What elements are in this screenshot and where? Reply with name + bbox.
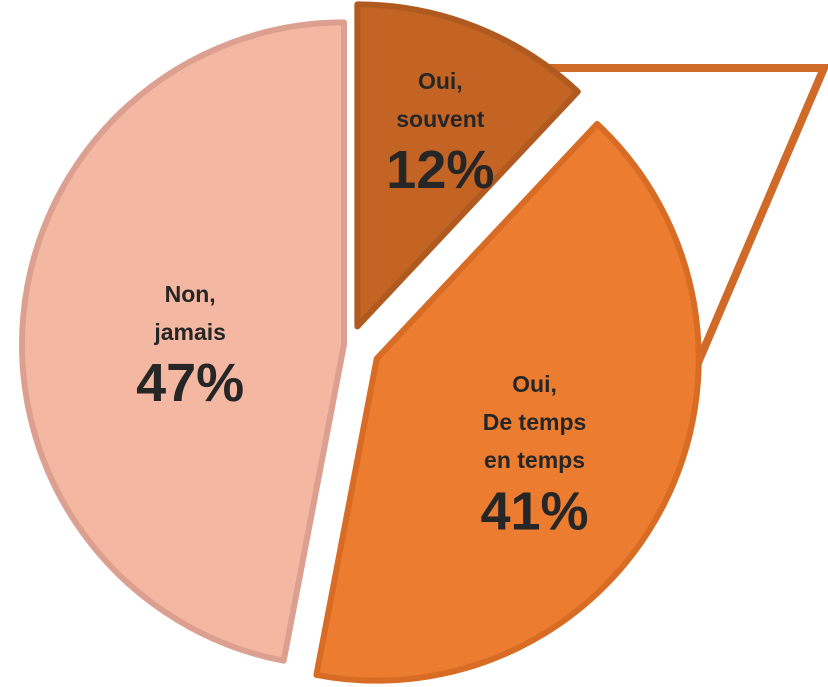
slice-label: Non, jamais [153,281,226,345]
value-label: 41% [480,481,588,541]
slice-label: Oui, De temps en temps [483,371,587,473]
pie-slice [354,1,581,330]
pie-slice [19,19,348,664]
value-label: 47% [136,353,244,413]
pie-slice [313,120,702,684]
connector-line [540,64,828,407]
slice-label: Oui, souvent [396,68,485,132]
value-label: 12% [386,140,494,200]
